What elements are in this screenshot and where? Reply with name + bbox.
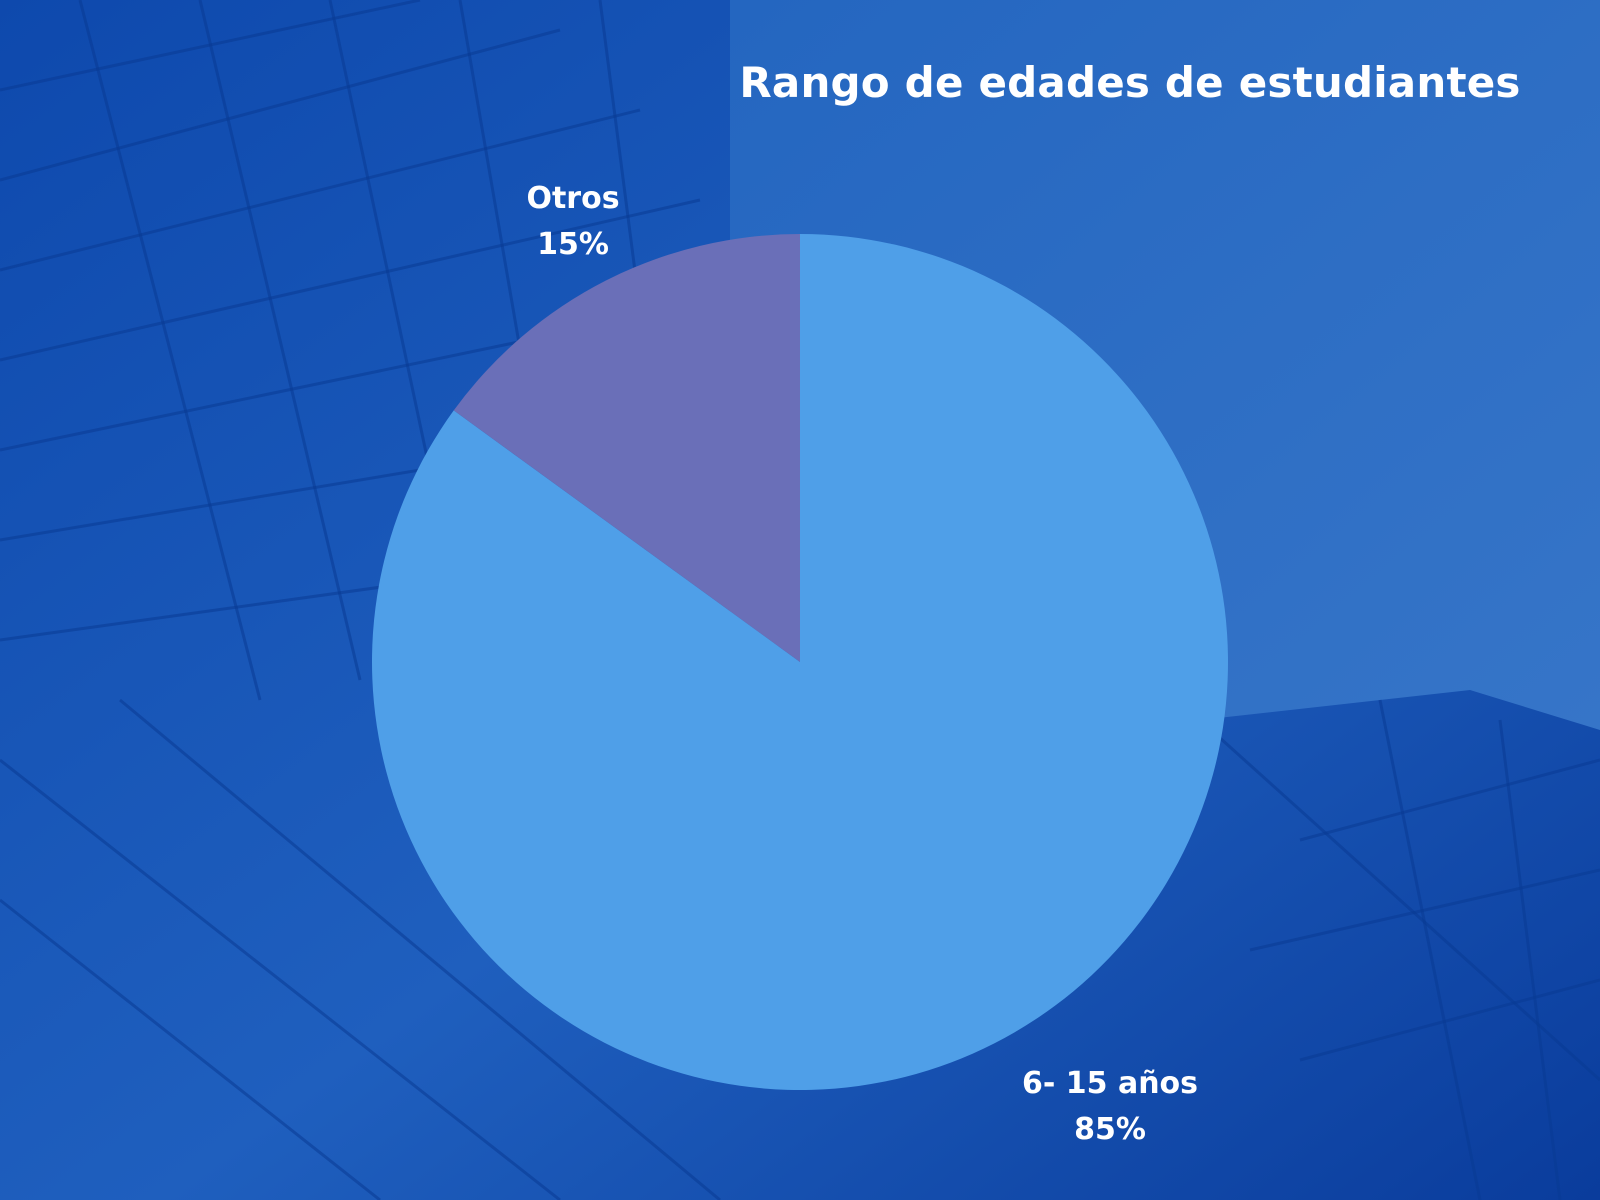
slice-label-value: 85% [1074,1112,1146,1147]
slice-label-name: Otros [526,181,620,216]
pie-slice-0 [372,234,1229,1090]
slice-label-value: 15% [537,227,609,262]
pie-slice-1 [453,234,800,662]
slice-label-name: 6- 15 años [1021,1066,1199,1101]
slice-label-1: Otros 15% [526,176,619,268]
slice-label-0: 6- 15 años 85% [1022,1061,1198,1153]
chart-title: Rango de edades de estudiantes [739,58,1521,107]
